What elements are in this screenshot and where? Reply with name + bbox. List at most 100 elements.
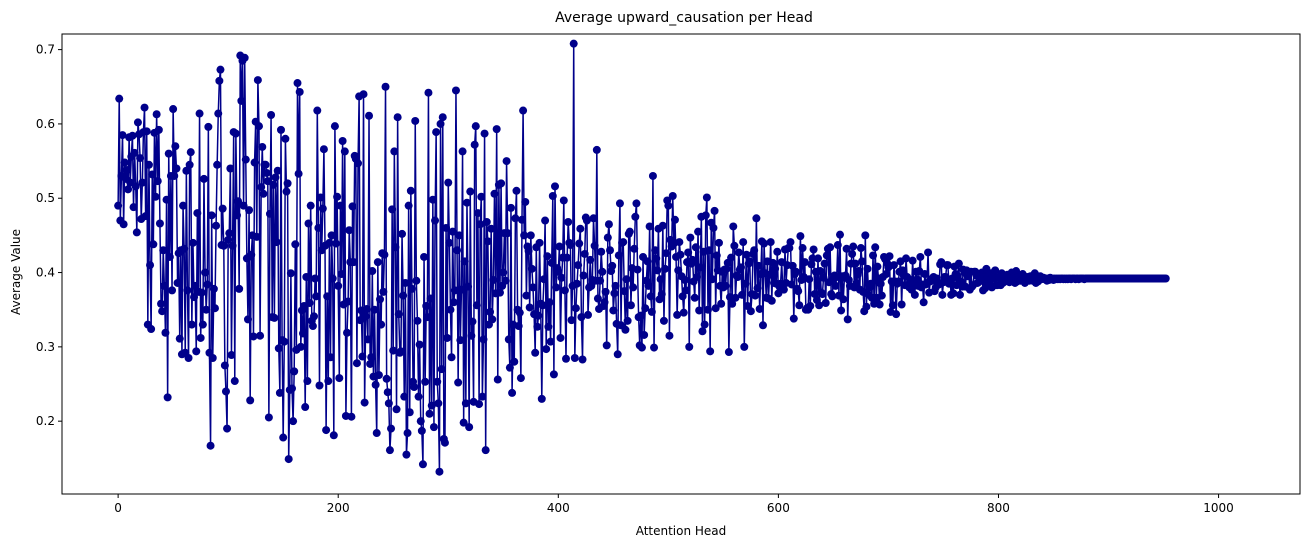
- data-point: [188, 238, 197, 247]
- data-point: [389, 346, 398, 355]
- data-point: [549, 370, 558, 379]
- data-point: [215, 76, 224, 85]
- data-point: [702, 193, 711, 202]
- data-point: [216, 65, 225, 74]
- data-point: [916, 252, 925, 261]
- data-point: [149, 240, 158, 249]
- data-point: [422, 301, 431, 310]
- data-point: [173, 278, 182, 287]
- data-point: [480, 129, 489, 138]
- y-axis-label: Average Value: [9, 229, 23, 315]
- data-point: [598, 267, 607, 276]
- data-point: [691, 243, 700, 252]
- data-point: [696, 263, 705, 272]
- data-point: [657, 290, 666, 299]
- data-point: [750, 246, 759, 255]
- data-point: [152, 110, 161, 119]
- data-point: [861, 231, 870, 240]
- data-point: [407, 284, 416, 293]
- data-point: [614, 251, 623, 260]
- data-point: [223, 424, 232, 433]
- data-point: [668, 192, 677, 200]
- data-point: [290, 367, 299, 376]
- data-point: [535, 238, 544, 247]
- data-point: [833, 241, 842, 250]
- data-point: [192, 347, 201, 356]
- data-point: [623, 316, 632, 325]
- data-point: [543, 252, 552, 261]
- data-point: [204, 122, 213, 131]
- data-point: [504, 335, 513, 344]
- data-point: [172, 164, 181, 173]
- x-tick-label: 0: [114, 501, 122, 515]
- data-point: [432, 128, 441, 137]
- data-point: [264, 413, 273, 422]
- data-point: [411, 116, 420, 125]
- data-point: [390, 147, 399, 156]
- data-point: [991, 266, 1000, 275]
- data-point: [467, 331, 476, 340]
- data-point: [852, 278, 861, 287]
- data-point: [446, 305, 455, 314]
- data-point: [652, 254, 661, 263]
- data-point: [458, 147, 467, 156]
- data-point: [805, 275, 814, 284]
- data-point: [453, 246, 462, 255]
- data-point: [796, 232, 805, 241]
- data-point: [563, 253, 572, 262]
- data-point: [626, 301, 635, 310]
- data-point: [882, 270, 891, 279]
- data-point: [180, 244, 189, 253]
- data-point: [115, 94, 124, 103]
- data-point: [433, 377, 442, 386]
- data-point: [481, 446, 490, 455]
- data-point: [848, 249, 857, 258]
- data-point: [271, 173, 280, 182]
- data-point: [363, 335, 372, 344]
- data-point: [525, 303, 534, 312]
- data-point: [213, 160, 222, 169]
- data-point: [318, 204, 327, 213]
- data-point: [286, 269, 295, 278]
- data-point: [428, 195, 437, 204]
- data-point: [275, 388, 284, 397]
- data-point: [746, 307, 755, 316]
- data-point: [721, 281, 730, 290]
- data-point: [488, 315, 497, 324]
- data-point: [483, 237, 492, 246]
- data-point: [190, 293, 199, 302]
- data-point: [138, 178, 147, 187]
- data-point: [710, 206, 719, 215]
- data-point: [524, 247, 533, 255]
- data-point: [442, 223, 451, 232]
- data-point: [431, 216, 440, 225]
- data-point: [154, 125, 163, 134]
- data-point: [184, 354, 193, 363]
- data-point: [576, 224, 585, 233]
- data-point: [153, 177, 162, 186]
- data-point: [501, 276, 510, 285]
- data-point: [230, 377, 239, 386]
- data-point: [118, 131, 127, 140]
- data-point: [142, 127, 151, 136]
- data-point: [338, 137, 347, 146]
- data-point: [785, 244, 794, 253]
- data-point: [701, 211, 710, 220]
- data-point: [645, 222, 654, 231]
- data-point: [544, 322, 553, 331]
- data-point: [276, 125, 285, 134]
- data-point: [254, 122, 263, 131]
- data-point: [738, 290, 747, 299]
- data-point: [415, 340, 424, 349]
- data-point: [175, 334, 184, 343]
- data-point: [161, 328, 170, 337]
- data-point: [703, 305, 712, 314]
- data-point: [281, 134, 290, 143]
- data-point: [839, 295, 848, 304]
- data-point: [505, 363, 514, 372]
- data-point: [212, 221, 221, 230]
- data-point: [444, 178, 453, 187]
- data-point: [438, 113, 447, 122]
- data-point: [273, 166, 282, 175]
- data-point: [280, 337, 289, 346]
